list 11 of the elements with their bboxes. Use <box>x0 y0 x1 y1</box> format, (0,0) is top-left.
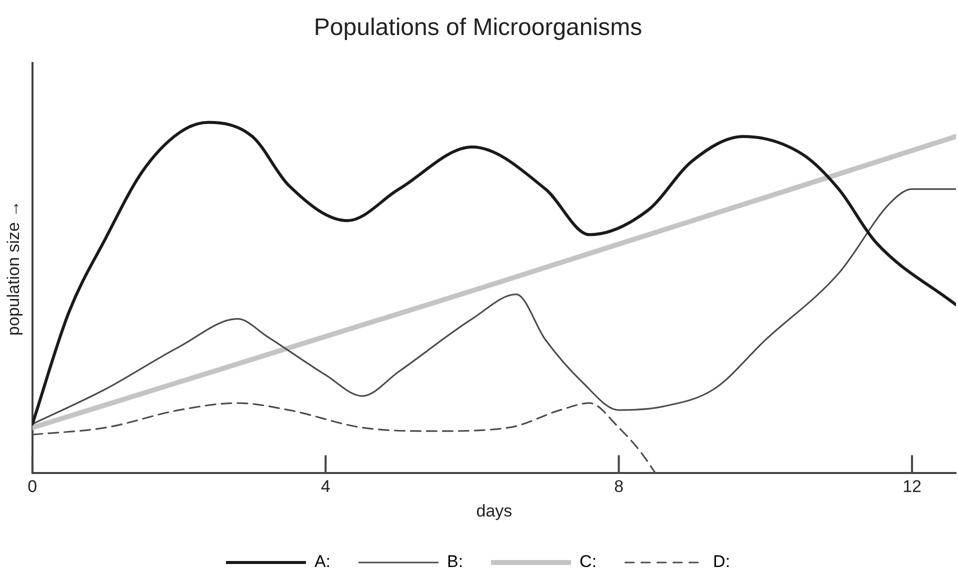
y-axis-title: population size → <box>4 200 23 336</box>
legend-label: B: <box>447 552 464 572</box>
x-tick-label: 12 <box>902 477 922 496</box>
legend-label: D: <box>713 552 730 572</box>
x-tick-label: 4 <box>320 477 330 496</box>
x-tick-label: 0 <box>28 477 38 496</box>
x-axis-title: days <box>476 501 512 520</box>
legend-label: C: <box>580 552 597 572</box>
legend-label: A: <box>314 552 330 572</box>
x-tick-label: 8 <box>614 477 624 496</box>
chart-title: Populations of Microorganisms <box>314 14 642 42</box>
